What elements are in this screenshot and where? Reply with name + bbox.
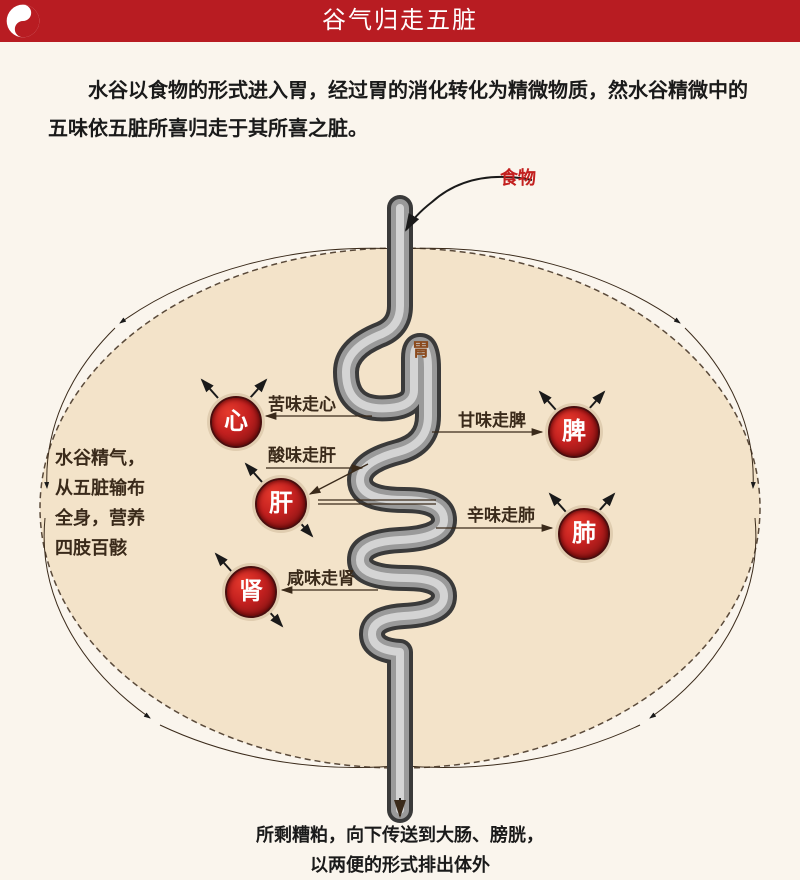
side-line: 四肢百骸 bbox=[55, 533, 145, 563]
organ-spleen: 脾 bbox=[548, 406, 600, 458]
organ-liver: 肝 bbox=[255, 478, 307, 530]
side-annotation: 水谷精气， 从五脏输布 全身，营养 四肢百骸 bbox=[55, 443, 145, 563]
organ-heart: 心 bbox=[210, 396, 262, 448]
taste-bitter-heart: 苦味走心 bbox=[268, 390, 336, 415]
food-label: 食物 bbox=[500, 164, 536, 190]
stomach-label: 胃 bbox=[412, 336, 430, 362]
taste-pungent-lung: 辛味走肺 bbox=[467, 501, 535, 526]
side-line: 水谷精气， bbox=[55, 443, 145, 473]
taiji-icon bbox=[6, 4, 40, 38]
bottom-line-1: 所剩糟粕，向下传送到大肠、膀胱， bbox=[0, 820, 800, 850]
five-organ-diagram: 食物 胃 心 肝 肾 脾 肺 苦味走心 酸味走肝 咸味走肾 甘味走脾 辛味走肺 … bbox=[0, 158, 800, 878]
side-line: 从五脏输布 bbox=[55, 473, 145, 503]
intro-paragraph: 水谷以食物的形式进入胃，经过胃的消化转化为精微物质，然水谷精微中的五味依五脏所喜… bbox=[0, 42, 800, 158]
bottom-annotation: 所剩糟粕，向下传送到大肠、膀胱， 以两便的形式排出体外 bbox=[0, 820, 800, 880]
taste-sweet-spleen: 甘味走脾 bbox=[458, 406, 526, 431]
taste-salty-kidney: 咸味走肾 bbox=[287, 564, 355, 589]
header-bar: 谷气归走五脏 bbox=[0, 0, 800, 42]
organ-kidney: 肾 bbox=[225, 566, 277, 618]
taste-sour-liver: 酸味走肝 bbox=[268, 441, 336, 466]
bottom-line-2: 以两便的形式排出体外 bbox=[0, 850, 800, 880]
organ-lung: 肺 bbox=[558, 508, 610, 560]
side-line: 全身，营养 bbox=[55, 503, 145, 533]
page-title: 谷气归走五脏 bbox=[322, 8, 478, 34]
